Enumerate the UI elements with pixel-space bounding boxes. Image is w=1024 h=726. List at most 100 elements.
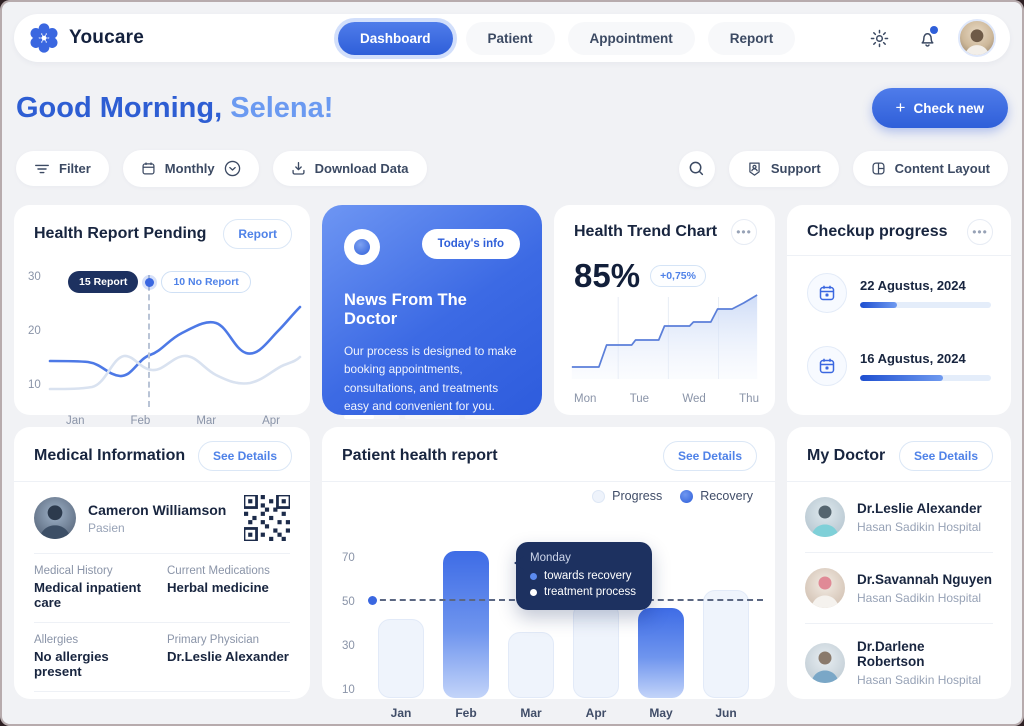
bar-jun[interactable]: [703, 590, 749, 698]
x-tick: Apr: [262, 415, 280, 427]
patient-role: Pasien: [88, 520, 125, 535]
x-tick: Tue: [629, 393, 650, 405]
patient-avatar: [34, 497, 76, 539]
trend-delta-badge: +0,75%: [650, 265, 706, 287]
reference-dot: [368, 596, 377, 605]
youcare-logo-icon: [28, 22, 60, 54]
field-value: Herbal medicine: [167, 580, 269, 595]
support-button[interactable]: Support: [728, 150, 839, 187]
y-tick: 10: [28, 379, 41, 391]
greeting-row: Good Morning, Selena! + Check new: [16, 88, 1008, 128]
doctor-hospital: Hasan Sadikin Hospital: [857, 519, 982, 534]
doctor-list-item[interactable]: Dr.Savannah Nguyen Hasan Sadikin Hospita…: [787, 553, 1011, 623]
field-label: Current Medications: [167, 565, 270, 577]
filter-icon: [35, 164, 49, 173]
period-label: Monthly: [164, 161, 215, 176]
bar-mar[interactable]: [508, 632, 554, 698]
cards-row-1: Health Report Pending Report 30 20 10 15…: [14, 205, 1011, 427]
more-options-icon[interactable]: •••: [731, 219, 757, 245]
see-details-button[interactable]: See Details: [662, 441, 757, 471]
progress-fill: [860, 302, 897, 308]
period-select[interactable]: Monthly: [122, 150, 259, 187]
field-current-medications: Current Medications Herbal medicine: [167, 565, 290, 610]
chart-marker-line: [148, 275, 150, 407]
download-data-button[interactable]: Download Data: [272, 151, 427, 186]
qr-code[interactable]: [244, 495, 290, 541]
filter-button[interactable]: Filter: [16, 151, 109, 186]
download-label: Download Data: [314, 161, 409, 176]
x-tick: Jun: [715, 706, 737, 720]
y-tick: 50: [342, 596, 355, 608]
content-layout-button[interactable]: Content Layout: [852, 151, 1008, 186]
bar-may[interactable]: [638, 608, 684, 698]
field-label: Medical History: [34, 565, 113, 577]
notifications-bell-icon[interactable]: [910, 21, 944, 55]
legend-label: Progress: [612, 489, 663, 503]
y-tick: 30: [342, 640, 355, 652]
news-orb-icon: [344, 229, 380, 265]
patient-bar-chart: 70 50 30 10 Monday towards recover: [342, 512, 763, 698]
trend-step-chart: [568, 293, 761, 383]
todays-info-button[interactable]: Today's info: [421, 229, 520, 259]
tab-patient[interactable]: Patient: [465, 21, 555, 55]
card-title: Checkup progress: [807, 223, 948, 240]
field-allergies: Allergies No allergies present: [34, 634, 157, 679]
progress-track: [860, 375, 991, 381]
pending-line-chart: 30 20 10 15 Report 10 No Report: [20, 263, 304, 413]
field-value: Dr.Leslie Alexander: [167, 649, 289, 664]
medical-information-card: Medical Information See Details Cameron …: [14, 427, 310, 699]
news-title: News From The Doctor: [344, 291, 467, 328]
card-title: My Doctor: [807, 447, 886, 464]
bar-apr[interactable]: [573, 603, 619, 698]
marker-dot: [145, 277, 155, 287]
card-title: Health Report Pending: [34, 225, 207, 242]
doctor-list-item[interactable]: Dr.Darlene Robertson Hasan Sadikin Hospi…: [787, 624, 1011, 702]
patient-summary: Cameron Williamson Pasien: [14, 482, 310, 553]
notification-dot: [930, 26, 938, 34]
checkup-item: 22 Agustus, 2024: [787, 256, 1011, 313]
search-button[interactable]: [678, 150, 715, 187]
doctor-name: Dr.Leslie Alexander: [857, 500, 982, 516]
doctor-avatar: [805, 568, 845, 608]
bar-feb[interactable]: [443, 551, 489, 698]
support-label: Support: [770, 161, 821, 176]
health-report-pending-card: Health Report Pending Report 30 20 10 15…: [14, 205, 310, 427]
tab-dashboard[interactable]: Dashboard: [338, 21, 453, 55]
tab-appointment[interactable]: Appointment: [567, 21, 695, 55]
patient-name: Cameron Williamson: [88, 501, 227, 518]
bar-jan[interactable]: [378, 619, 424, 698]
tooltip-item: towards recovery: [544, 570, 632, 582]
toolbar: Filter Monthly Download Data: [16, 150, 1008, 187]
line-chart-svg: [48, 305, 302, 391]
brand-name: Youcare: [69, 27, 144, 48]
card-title: Medical Information: [34, 447, 186, 464]
x-tick: May: [649, 706, 673, 720]
news-carousel-progress[interactable]: [344, 415, 521, 420]
user-avatar[interactable]: [958, 19, 996, 57]
more-options-icon[interactable]: •••: [967, 219, 993, 245]
x-tick: Feb: [455, 706, 477, 720]
x-tick: Wed: [682, 393, 706, 405]
x-tick: Mon: [574, 393, 597, 405]
doctor-list-item[interactable]: Dr.Leslie Alexander Hasan Sadikin Hospit…: [787, 482, 1011, 552]
check-new-button[interactable]: + Check new: [871, 88, 1008, 128]
settings-gear-icon[interactable]: [862, 21, 896, 55]
checkup-date: 16 Agustus, 2024: [860, 351, 966, 366]
card-title: Health Trend Chart: [574, 223, 718, 240]
tab-report[interactable]: Report: [707, 21, 796, 55]
legend-recovery-dot: [680, 489, 694, 503]
medical-fields: Medical History Medical inpatient care C…: [14, 554, 310, 622]
doctor-hospital: Hasan Sadikin Hospital: [857, 673, 982, 687]
see-details-button[interactable]: See Details: [197, 441, 292, 471]
report-button[interactable]: Report: [223, 219, 292, 249]
doctor-avatar: [805, 497, 845, 537]
y-tick: 70: [342, 552, 355, 564]
checkup-date: 22 Agustus, 2024: [860, 278, 966, 293]
x-tick: Mar: [196, 415, 217, 427]
brand[interactable]: Youcare: [28, 22, 278, 54]
see-details-button[interactable]: See Details: [898, 441, 993, 471]
nav-tabs: Dashboard Patient Appointment Report: [338, 21, 862, 55]
checkup-progress-card: Checkup progress ••• 22 Agustus, 2024: [787, 205, 1011, 415]
content-layout-label: Content Layout: [894, 161, 990, 176]
